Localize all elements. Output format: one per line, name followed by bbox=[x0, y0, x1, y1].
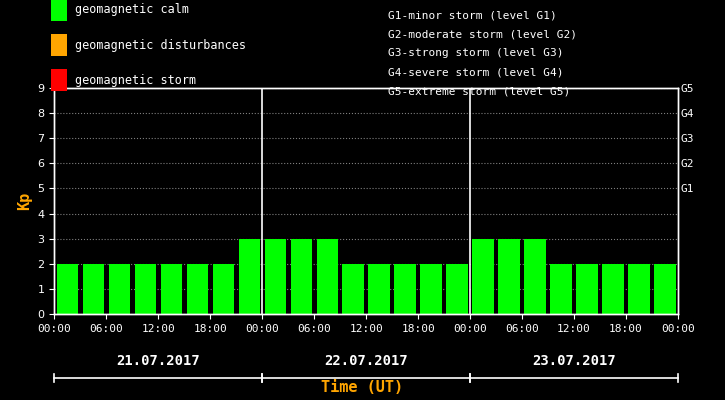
Text: geomagnetic calm: geomagnetic calm bbox=[75, 4, 189, 16]
Text: geomagnetic storm: geomagnetic storm bbox=[75, 74, 196, 87]
Text: G2-moderate storm (level G2): G2-moderate storm (level G2) bbox=[388, 29, 577, 39]
Bar bbox=[447, 264, 468, 314]
Bar bbox=[524, 239, 546, 314]
Text: 23.07.2017: 23.07.2017 bbox=[532, 354, 616, 368]
Bar bbox=[135, 264, 156, 314]
Bar bbox=[161, 264, 182, 314]
Bar bbox=[420, 264, 442, 314]
Text: Time (UT): Time (UT) bbox=[321, 380, 404, 395]
Text: G5-extreme storm (level G5): G5-extreme storm (level G5) bbox=[388, 87, 570, 97]
Bar bbox=[654, 264, 676, 314]
Bar bbox=[368, 264, 390, 314]
Bar bbox=[602, 264, 624, 314]
Bar bbox=[291, 239, 312, 314]
Bar bbox=[629, 264, 650, 314]
Text: G3-strong storm (level G3): G3-strong storm (level G3) bbox=[388, 48, 563, 58]
Text: geomagnetic disturbances: geomagnetic disturbances bbox=[75, 39, 246, 52]
Bar bbox=[57, 264, 78, 314]
Bar bbox=[394, 264, 415, 314]
Text: 22.07.2017: 22.07.2017 bbox=[324, 354, 408, 368]
Y-axis label: Kp: Kp bbox=[17, 192, 32, 210]
Bar bbox=[83, 264, 104, 314]
Bar bbox=[265, 239, 286, 314]
Bar bbox=[212, 264, 234, 314]
Bar bbox=[550, 264, 571, 314]
Bar bbox=[186, 264, 208, 314]
Bar bbox=[109, 264, 130, 314]
Bar bbox=[576, 264, 597, 314]
Text: G1-minor storm (level G1): G1-minor storm (level G1) bbox=[388, 10, 557, 20]
Bar bbox=[239, 239, 260, 314]
Text: 21.07.2017: 21.07.2017 bbox=[117, 354, 200, 368]
Text: G4-severe storm (level G4): G4-severe storm (level G4) bbox=[388, 68, 563, 78]
Bar bbox=[342, 264, 364, 314]
Bar bbox=[317, 239, 338, 314]
Bar bbox=[498, 239, 520, 314]
Bar bbox=[473, 239, 494, 314]
